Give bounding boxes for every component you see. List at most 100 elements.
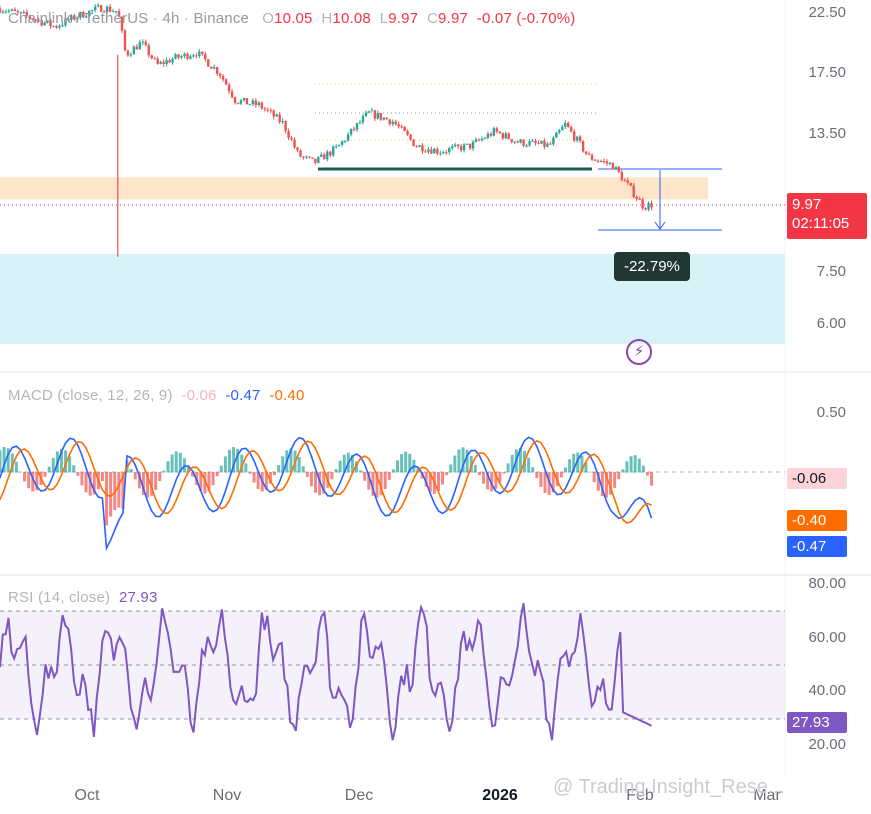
candle-body: [605, 161, 609, 164]
macd-hist-bar: [428, 472, 432, 493]
macd-hist-bar: [68, 456, 72, 473]
interval-label[interactable]: 4h: [162, 10, 180, 27]
candle-body: [215, 67, 219, 74]
macd-hist-bar: [129, 469, 133, 473]
macd-legend[interactable]: MACD (close, 12, 26, 9) -0.06 -0.47 -0.4…: [8, 387, 305, 404]
support-zone: [0, 177, 708, 200]
lightning-icon[interactable]: ⚡: [626, 339, 652, 365]
candle-body: [448, 148, 451, 153]
macd-hist-bar: [277, 465, 281, 473]
macd-hist-bar: [453, 455, 457, 473]
close-key: C: [427, 10, 439, 27]
macd-hist-bar: [137, 472, 141, 489]
candle-body: [409, 134, 412, 140]
macd-hist-bar: [215, 472, 219, 477]
rsi-label[interactable]: RSI (14, close): [8, 589, 111, 606]
macd-hist-bar: [539, 472, 543, 487]
macd-hist-bar: [576, 452, 580, 473]
macd-hist-bar: [572, 453, 576, 473]
candle-body: [221, 75, 225, 80]
macd-hist-bar: [547, 472, 551, 495]
candle-body: [570, 127, 573, 132]
candle-body: [525, 145, 528, 147]
candle-body: [141, 41, 145, 43]
candle-body: [555, 132, 558, 138]
rsi-tick: 20.00: [808, 736, 846, 753]
macd-hist-bar: [268, 472, 272, 484]
macd-hist-bar: [6, 448, 10, 473]
macd-hist-bar: [359, 470, 363, 473]
candle-body: [552, 137, 555, 145]
candle-body: [28, 15, 31, 19]
macd-label[interactable]: MACD (close, 12, 26, 9): [8, 387, 173, 404]
candle-body: [599, 161, 603, 163]
macd-hist-bar: [31, 472, 35, 492]
candle-body: [561, 126, 564, 131]
candle-body: [79, 11, 82, 18]
candle-body: [266, 109, 269, 111]
candle-body: [436, 148, 439, 154]
macd-hist-bar: [383, 472, 387, 489]
candle-body: [230, 91, 234, 98]
candle-body: [171, 58, 174, 63]
macd-hist-bar: [305, 472, 309, 477]
macd-hist-bar: [133, 472, 137, 480]
candle-body: [433, 148, 436, 154]
candle-body: [379, 113, 383, 120]
candle-body: [61, 25, 64, 27]
open-value: 10.05: [274, 10, 313, 27]
candle-body: [37, 19, 40, 21]
macd-hist-bar: [2, 447, 6, 473]
macd-hist-bar: [379, 472, 383, 496]
candle-body: [138, 42, 142, 50]
candle-body: [123, 30, 127, 51]
candle-body: [302, 156, 305, 158]
candle-body: [412, 139, 415, 147]
measure-label[interactable]: -22.79%: [614, 252, 690, 281]
candle-body: [584, 151, 588, 154]
symbol-name[interactable]: Chainlink / TetherUS: [8, 10, 149, 27]
symbol-legend[interactable]: Chainlink / TetherUS · 4h · Binance O10.…: [8, 10, 575, 27]
candle-body: [352, 128, 356, 130]
candle-body: [501, 133, 504, 139]
candle-body: [382, 117, 385, 120]
candle-body: [224, 79, 228, 85]
macd-hist-bar: [482, 472, 486, 484]
macd-hist-bar: [10, 453, 14, 473]
macd-hist-bar: [318, 472, 322, 496]
candle-body: [251, 100, 255, 105]
macd-hist-bar: [391, 469, 395, 473]
candle-body: [218, 73, 222, 76]
candle-body: [346, 134, 350, 141]
candle-body: [91, 9, 94, 11]
candle-body: [564, 122, 567, 127]
macd-signal-badge: -0.40: [787, 510, 847, 531]
price-tick: 6.00: [816, 315, 846, 332]
candle-body: [269, 110, 272, 112]
candle-body: [129, 54, 133, 56]
macd-hist-bar: [596, 472, 600, 491]
candle-body: [248, 104, 252, 106]
macd-hist-bar: [100, 472, 104, 481]
macd-hist-bar: [236, 448, 240, 473]
macd-hist-bar: [535, 472, 539, 478]
rsi-legend[interactable]: RSI (14, close) 27.93: [8, 589, 158, 606]
candle-body: [486, 133, 490, 139]
macd-hist-bar: [424, 472, 428, 487]
candle-body: [373, 110, 377, 119]
macd-hist-bar: [363, 472, 367, 481]
candle-body: [581, 141, 585, 152]
time-tick: 2026: [482, 787, 518, 804]
candle-body: [186, 53, 189, 59]
macd-hist-bar: [264, 472, 268, 490]
candle-body: [593, 159, 597, 161]
candle-body: [233, 97, 237, 103]
time-tick: Nov: [212, 787, 242, 804]
candle-body: [334, 146, 338, 148]
macd-hist-bar: [18, 471, 22, 473]
macd-hist-bar: [301, 466, 305, 473]
macd-line: [0, 436, 653, 551]
candle-body: [183, 53, 186, 57]
macd-hist-bar: [404, 451, 408, 473]
